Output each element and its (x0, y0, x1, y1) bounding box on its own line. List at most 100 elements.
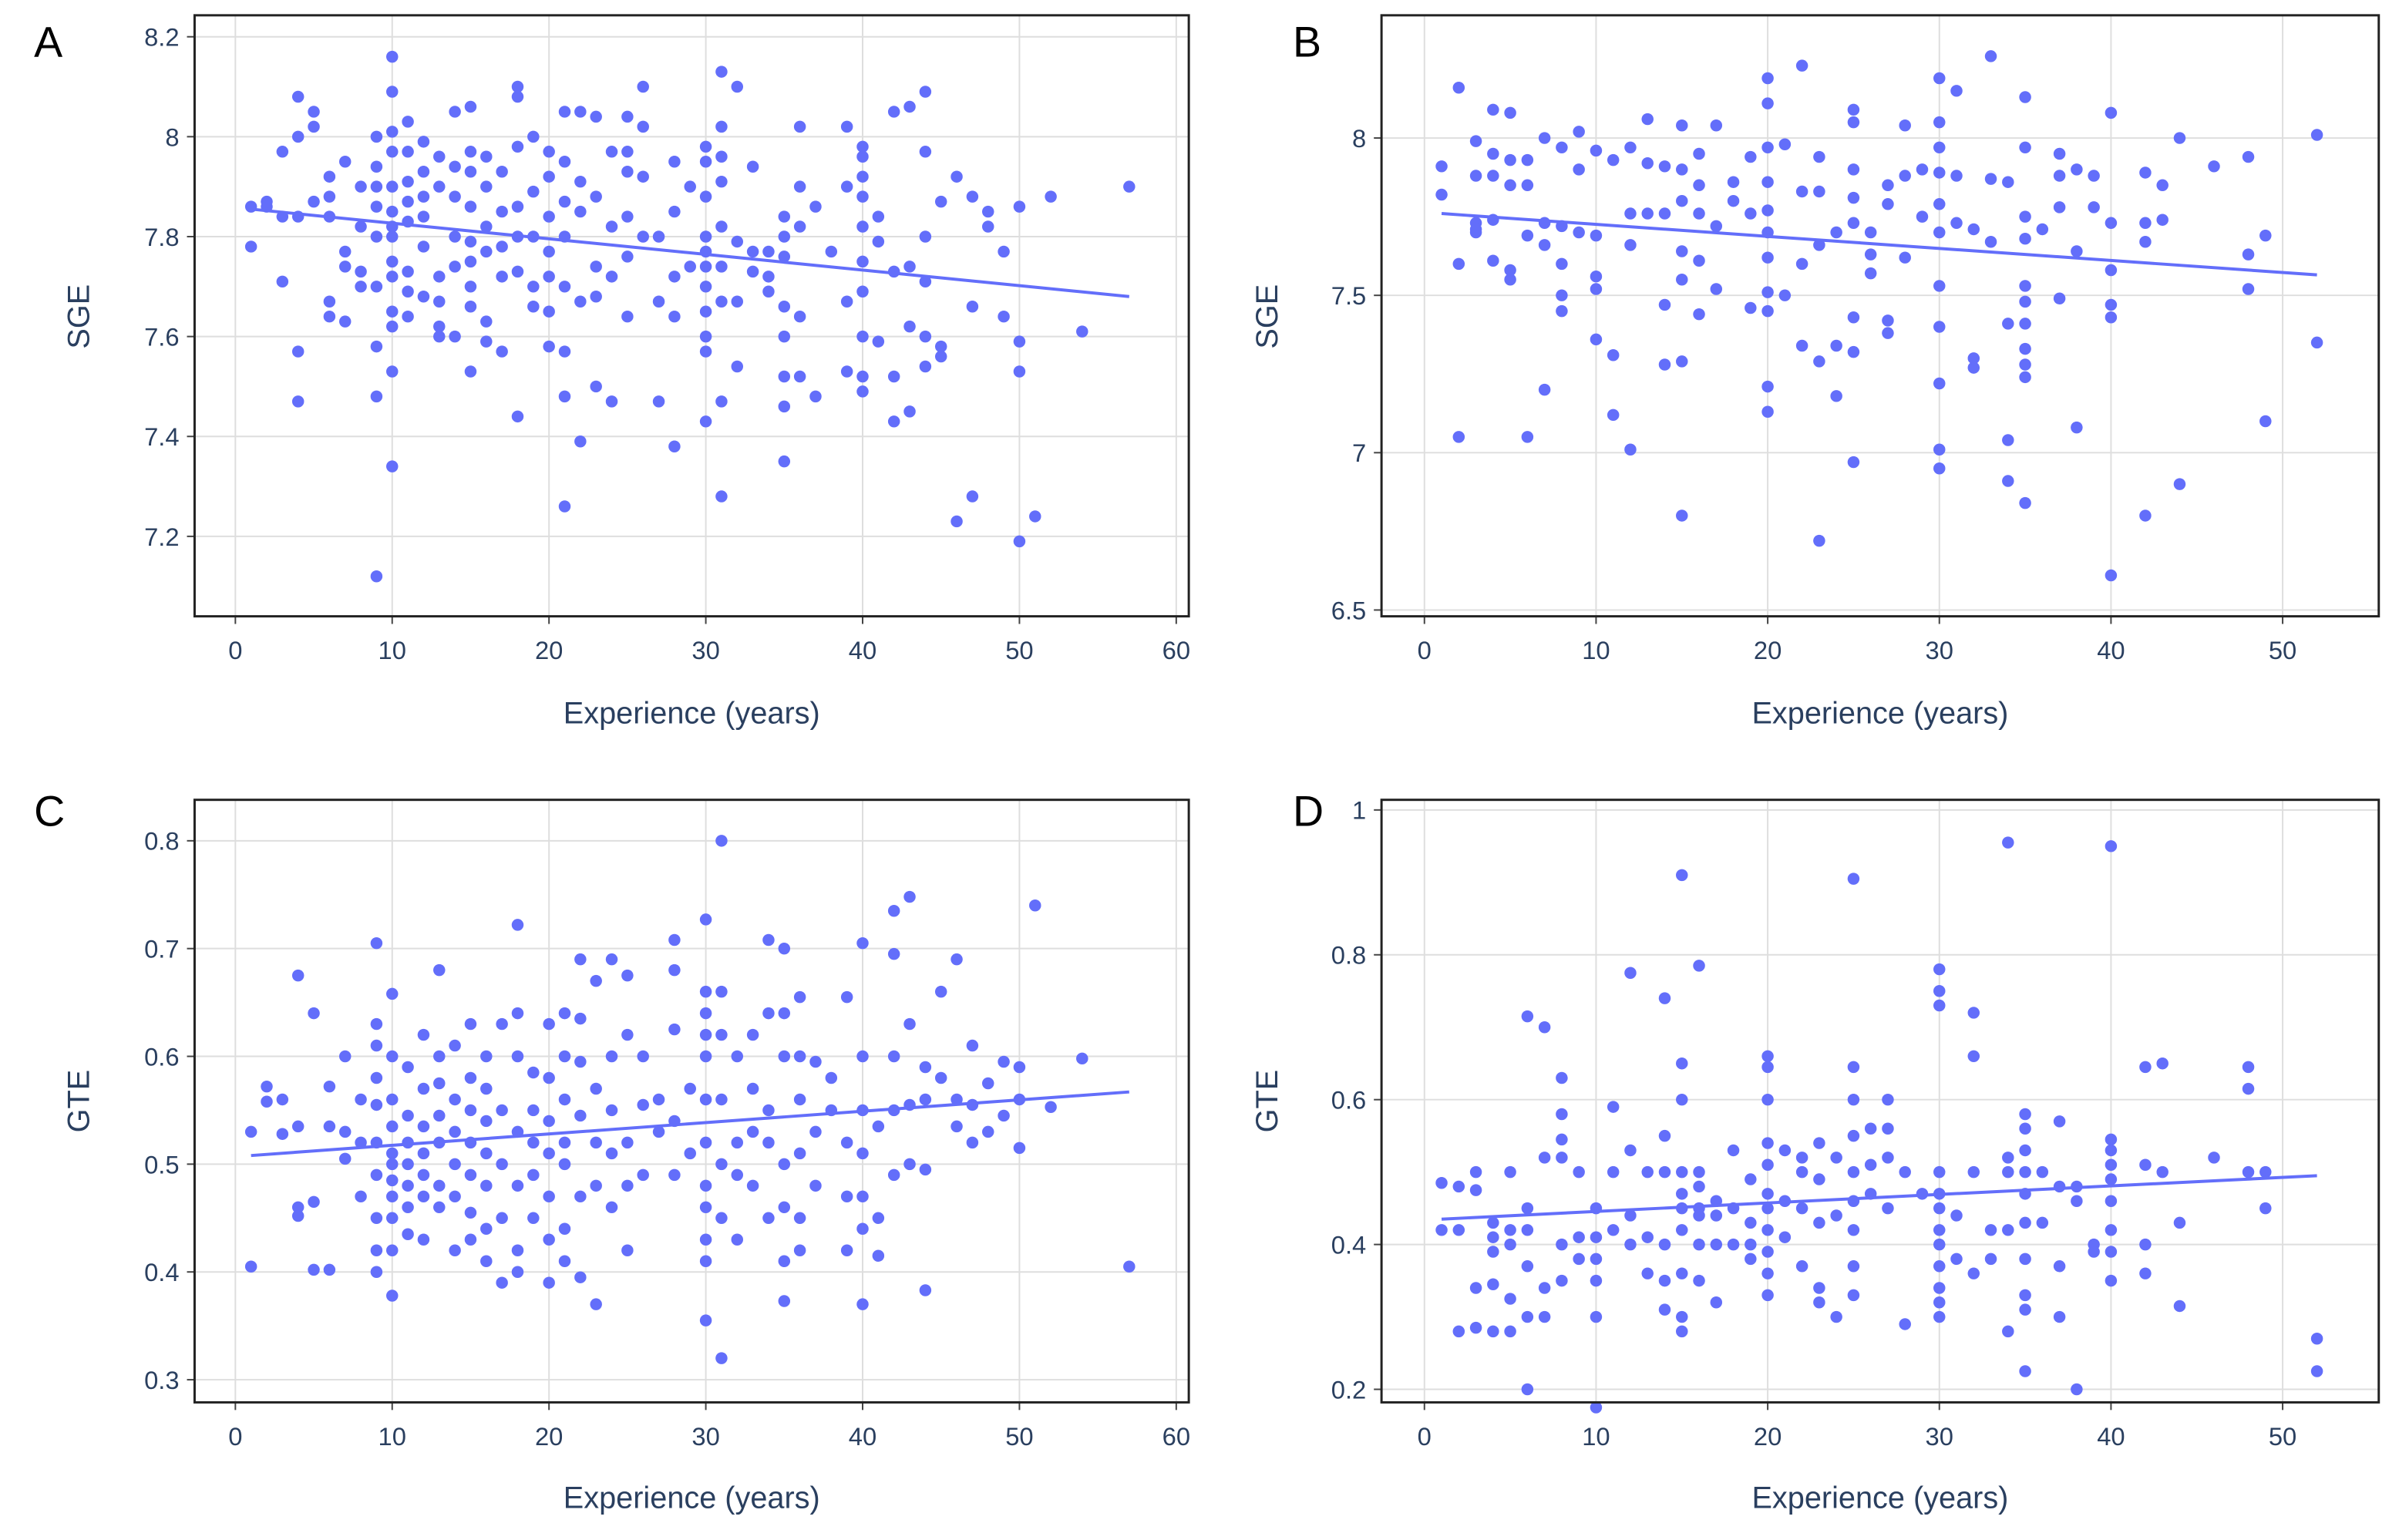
data-point (1045, 1101, 1057, 1113)
data-point (1676, 163, 1688, 176)
data-point (1487, 1325, 1499, 1338)
data-point (1761, 141, 1774, 154)
data-point (1590, 1274, 1603, 1287)
data-point (1469, 135, 1482, 147)
data-point (1795, 257, 1809, 271)
data-point (778, 370, 791, 383)
data-point (2105, 106, 2118, 119)
data-point (856, 220, 869, 233)
data-point (1658, 160, 1671, 173)
data-point (1795, 1165, 1809, 1179)
data-point (668, 440, 681, 452)
data-point (2242, 1061, 2255, 1074)
data-point (244, 1125, 257, 1138)
data-point (2036, 1216, 2049, 1229)
data-point (1693, 1180, 1705, 1193)
data-point (511, 1007, 524, 1020)
data-point (355, 220, 367, 233)
data-point (2139, 1267, 2152, 1279)
x-axis-title: Experience (years) (564, 696, 820, 730)
data-point (402, 1201, 414, 1214)
data-point (2019, 1165, 2031, 1179)
data-point (370, 1017, 383, 1031)
data-point (778, 1201, 791, 1214)
data-point (1573, 1165, 1585, 1179)
data-point (919, 1163, 932, 1176)
data-point (1573, 126, 1585, 138)
data-point (1761, 1224, 1774, 1236)
data-point (1933, 280, 1946, 292)
data-point (1521, 1202, 1534, 1215)
data-point (449, 1244, 461, 1256)
data-point (386, 180, 399, 193)
data-point (621, 1136, 634, 1149)
data-point (558, 1050, 571, 1063)
data-point (1641, 113, 1654, 126)
data-point (1882, 1152, 1894, 1164)
data-point (1504, 1293, 1516, 1305)
data-point (1693, 207, 1705, 220)
data-point (1710, 1209, 1723, 1222)
data-point (308, 195, 320, 208)
data-point (699, 415, 712, 428)
data-point (699, 190, 712, 203)
y-tick-label: 6.5 (1331, 596, 1366, 624)
data-point (1830, 390, 1842, 402)
data-point (449, 1158, 461, 1171)
data-point (856, 1147, 869, 1160)
data-point (1504, 1238, 1516, 1251)
data-point (1933, 72, 1946, 85)
y-tick-label: 7.2 (144, 523, 179, 551)
x-tick-label: 0 (1418, 636, 1432, 664)
data-point (966, 490, 979, 503)
data-point (2002, 1325, 2014, 1338)
data-point (1847, 1061, 1860, 1074)
data-point (1029, 899, 1041, 912)
data-point (370, 1039, 383, 1052)
data-point (276, 1128, 289, 1140)
data-point (887, 106, 900, 118)
data-point (370, 1168, 383, 1182)
data-point (464, 1206, 477, 1219)
data-point (903, 1158, 916, 1171)
data-point (1487, 1278, 1499, 1291)
data-point (574, 106, 587, 118)
data-point (605, 1050, 618, 1063)
data-point (496, 345, 508, 358)
data-point (715, 1158, 728, 1171)
data-point (386, 1158, 399, 1171)
data-point (1813, 1137, 1825, 1149)
data-point (1933, 321, 1946, 333)
data-point (1813, 1216, 1825, 1229)
data-point (402, 146, 414, 158)
data-point (715, 835, 728, 847)
data-point (1847, 456, 1860, 469)
data-point (1933, 141, 1946, 154)
data-point (527, 281, 540, 293)
data-point (2019, 1216, 2031, 1229)
data-point (1504, 264, 1516, 277)
data-point (464, 1233, 477, 1246)
data-point (637, 170, 649, 183)
data-point (762, 1136, 775, 1149)
data-point (2019, 210, 2031, 223)
data-point (1984, 50, 1997, 62)
data-point (511, 1244, 524, 1256)
data-point (1727, 194, 1740, 207)
data-point (840, 365, 853, 378)
data-point (2036, 223, 2049, 236)
data-point (323, 1120, 336, 1133)
data-point (590, 1179, 602, 1192)
data-point (872, 335, 885, 348)
data-point (417, 1233, 430, 1246)
data-point (433, 295, 446, 308)
data-point (511, 265, 524, 278)
data-point (480, 315, 493, 328)
data-point (543, 305, 555, 318)
data-point (386, 320, 399, 333)
data-point (1727, 176, 1740, 188)
data-point (1607, 349, 1620, 361)
data-point (2019, 91, 2031, 103)
data-point (605, 220, 618, 233)
data-point (1521, 1224, 1534, 1236)
